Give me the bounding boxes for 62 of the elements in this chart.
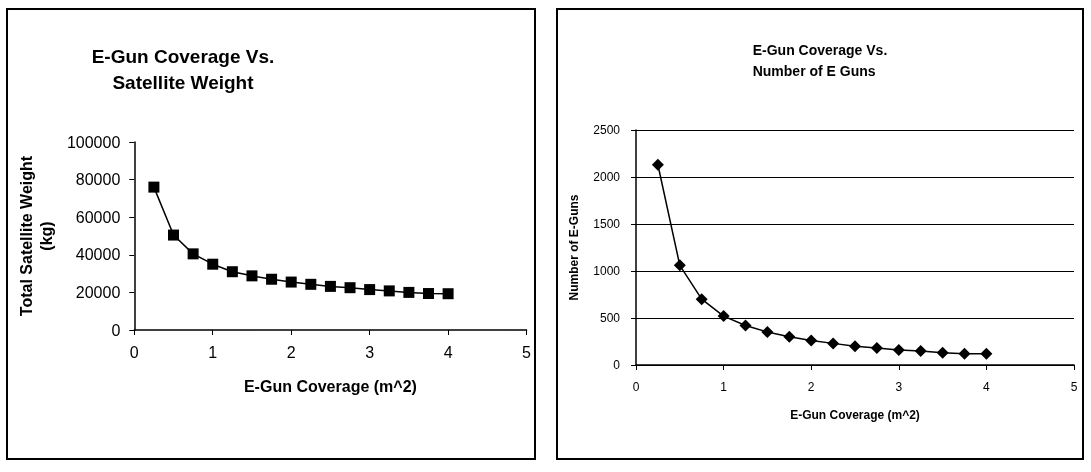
x-tick-label: 2 (286, 343, 296, 361)
point (870, 342, 883, 355)
point (892, 343, 905, 356)
x-axis-title: E-Gun Coverage (m^2) (243, 377, 417, 395)
x-tick-label: 5 (1070, 380, 1078, 394)
x-tick-label: 1 (208, 343, 218, 361)
point (958, 347, 971, 360)
point (914, 344, 927, 357)
point (168, 229, 180, 241)
point (849, 340, 861, 353)
x-tick-label: 0 (129, 343, 139, 361)
x-tick-label: 2 (807, 380, 815, 394)
y-tick-label: 2000 (593, 170, 621, 184)
point (739, 319, 752, 332)
y-tick-label: 2500 (593, 123, 621, 137)
chart-title: E-Gun Coverage Vs. Number of E Guns (752, 41, 888, 79)
x-axis-title: E-Gun Coverage (m^2) (790, 408, 920, 422)
point (783, 330, 796, 343)
x-tick-label: 1 (720, 380, 728, 394)
point (344, 282, 356, 294)
y-tick-label: 500 (599, 311, 621, 325)
point (695, 293, 708, 306)
point (827, 337, 840, 350)
x-tick-label: 4 (983, 380, 991, 394)
point (442, 288, 454, 300)
y-tick-label: 0 (613, 358, 621, 372)
chart-title: E-Gun Coverage Vs. Satellite Weight (91, 45, 275, 93)
y-tick-label: 80000 (75, 171, 121, 189)
y-tick-label: 100000 (66, 133, 121, 151)
point (422, 288, 434, 300)
y-tick-label: 60000 (75, 208, 121, 226)
point (364, 284, 376, 296)
point (805, 334, 818, 347)
point (246, 270, 258, 282)
point (305, 278, 317, 290)
point (324, 280, 336, 292)
y-axis-title: Total Satellite Weight (kg) (17, 155, 55, 317)
point (673, 259, 686, 272)
x-tick-label: 3 (365, 343, 375, 361)
point (651, 158, 664, 171)
point (403, 286, 415, 298)
point (226, 266, 238, 278)
point (207, 258, 219, 270)
x-tick-label: 5 (522, 343, 532, 361)
y-tick-label: 1000 (593, 264, 621, 278)
y-tick-label: 40000 (75, 246, 121, 264)
point (980, 347, 993, 360)
x-tick-label: 0 (632, 380, 640, 394)
y-axis-title: Number of E-Guns (567, 194, 582, 301)
y-tick-label: 1500 (593, 217, 621, 231)
point (148, 181, 160, 193)
point (936, 346, 949, 359)
point (717, 310, 730, 323)
point (187, 248, 199, 260)
x-tick-label: 4 (443, 343, 453, 361)
point (761, 326, 774, 339)
x-tick-label: 3 (895, 380, 903, 394)
y-tick-label: 0 (111, 321, 121, 339)
point (383, 285, 395, 297)
point (285, 276, 297, 288)
point (266, 273, 278, 285)
y-tick-label: 20000 (75, 283, 121, 301)
